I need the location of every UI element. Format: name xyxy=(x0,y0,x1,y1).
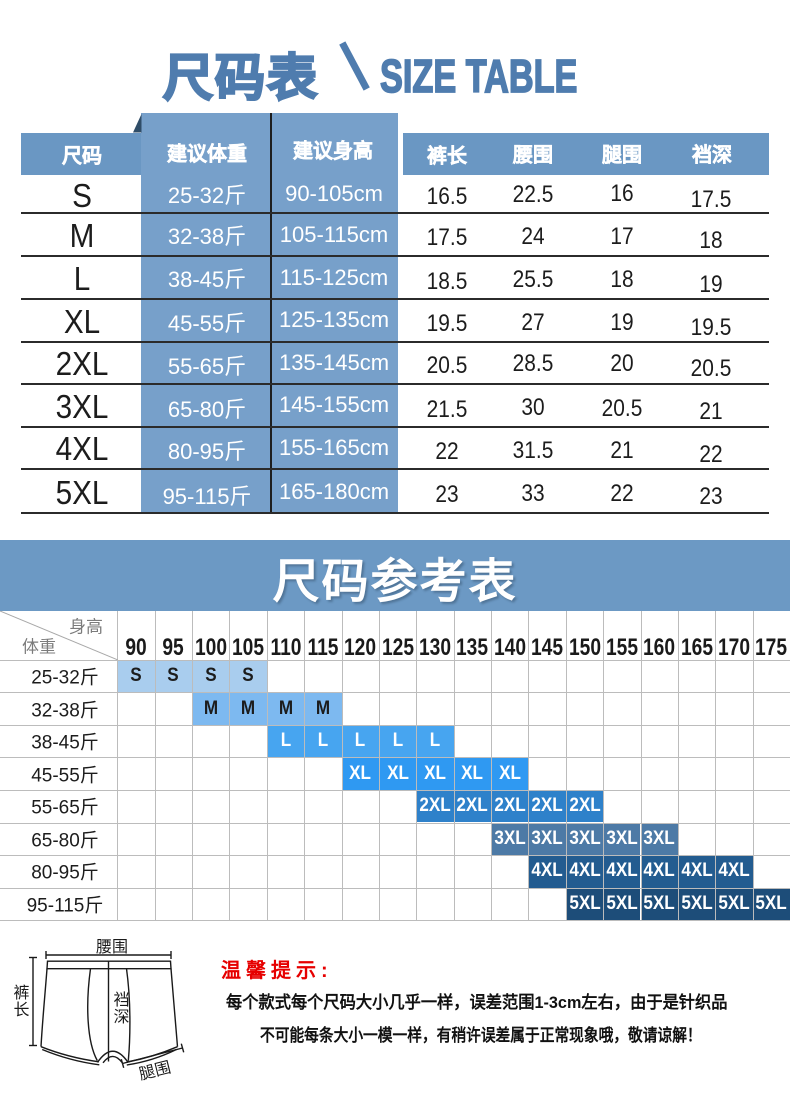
svg-text:腰围: 腰围 xyxy=(96,938,128,956)
svg-text:裤: 裤 xyxy=(13,984,29,1002)
svg-text:裆: 裆 xyxy=(113,991,129,1009)
svg-text:深: 深 xyxy=(113,1008,129,1026)
svg-text:长: 长 xyxy=(13,1001,29,1019)
